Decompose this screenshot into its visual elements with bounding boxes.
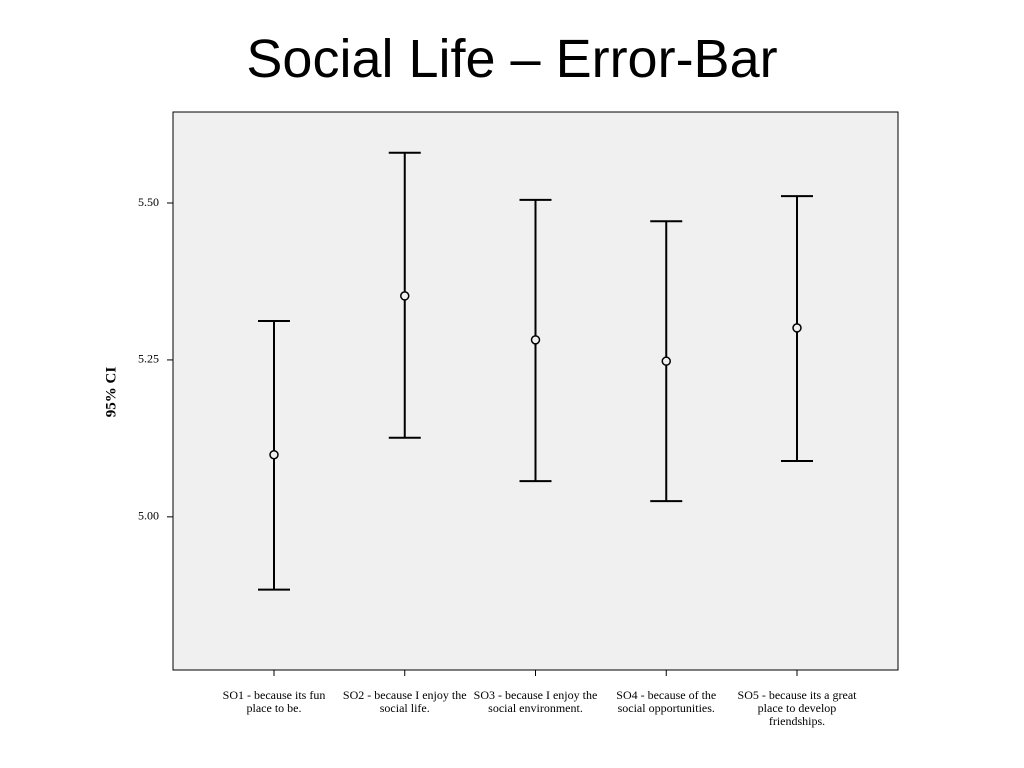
y-tick-label: 5.25	[138, 352, 159, 366]
y-tick-label: 5.00	[138, 509, 159, 523]
x-tick-label: SO3 - because I enjoy the social environ…	[473, 688, 598, 715]
y-axis-label: 95% CI	[103, 367, 119, 418]
x-tick-label: SO1 - because its fun place to be.	[222, 688, 326, 715]
mean-marker	[792, 323, 802, 333]
mean-marker	[400, 291, 410, 301]
x-tick-label: SO5 - because its a great place to devel…	[737, 688, 857, 728]
mean-marker	[661, 356, 671, 366]
mean-marker	[530, 335, 541, 345]
y-tick-label: 5.50	[138, 195, 159, 209]
x-tick-label: SO4 - because of the social opportunitie…	[616, 688, 717, 715]
title: Social Life – Error-Bar	[246, 29, 778, 89]
mean-marker	[269, 449, 279, 460]
x-tick-label: SO2 - because I enjoy the social life.	[342, 688, 467, 715]
